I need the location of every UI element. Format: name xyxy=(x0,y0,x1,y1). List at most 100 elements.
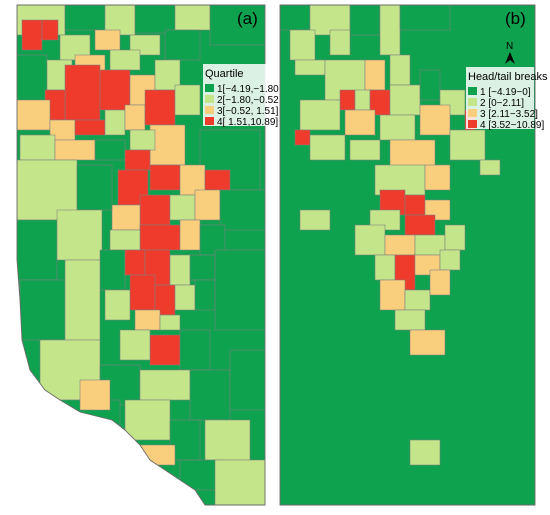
legend-b-swatch-1 xyxy=(468,87,477,95)
map-a-tract xyxy=(54,139,96,161)
map-head-tail-breaks: (b) N Head/tail breaks 1 [−4.19−0] 2 [0−… xyxy=(279,4,548,506)
map-a-tract xyxy=(179,459,221,491)
map-a-tract xyxy=(179,329,211,371)
map-a-tract xyxy=(149,334,181,366)
map-b-tract xyxy=(364,59,386,91)
map-b-tract xyxy=(329,29,351,56)
map-a-tract xyxy=(109,229,141,251)
map-b-tract xyxy=(379,279,406,311)
map-a-tract xyxy=(64,5,106,31)
map-a-tract xyxy=(104,289,131,321)
map-b-tract xyxy=(294,129,311,146)
map-a-tract xyxy=(17,99,51,131)
map-b-tract xyxy=(374,254,396,281)
map-a-tract xyxy=(159,314,181,331)
map-b-tract xyxy=(479,159,501,176)
map-b-tract xyxy=(409,329,446,356)
map-a-tract xyxy=(19,134,56,161)
map-a-tract xyxy=(109,49,141,71)
map-b-tract xyxy=(389,84,421,116)
map-a-tract xyxy=(17,54,48,106)
map-a-tract xyxy=(164,29,201,61)
map-a-tract xyxy=(76,164,113,211)
map-b-tract xyxy=(389,54,411,86)
map-b-outline xyxy=(279,4,536,506)
north-arrow: N xyxy=(505,41,515,64)
map-a-tract xyxy=(124,399,171,441)
map-a-tract xyxy=(119,329,151,361)
map-a-tract xyxy=(19,279,66,341)
north-arrow-icon xyxy=(505,52,515,64)
map-b-tract xyxy=(379,114,416,141)
map-b-tract xyxy=(404,289,431,311)
map-a-tract xyxy=(134,5,176,34)
map-a-outline xyxy=(16,4,266,506)
map-b-tract xyxy=(299,209,331,231)
map-a-tract xyxy=(74,119,106,136)
map-a-tract xyxy=(129,129,156,151)
map-a-tract xyxy=(139,369,191,401)
map-b-tract xyxy=(309,134,346,161)
legend-a-swatch-3 xyxy=(205,106,214,114)
map-a-tracts xyxy=(17,5,265,505)
map-b-tract xyxy=(409,439,441,466)
legend-a-label-4: 4[ 1.51,10.89] xyxy=(217,117,278,128)
legend-head-tail: Head/tail breaks 1 [−4.19−0] 2 [0−2.11] … xyxy=(466,67,548,131)
map-b-tract xyxy=(429,269,451,296)
map-b-tract xyxy=(354,224,386,256)
legend-a-title: Quartile xyxy=(205,68,244,80)
map-a-tract xyxy=(64,259,101,341)
map-a-tract xyxy=(174,284,196,311)
map-a-tract xyxy=(194,189,221,221)
legend-b-swatch-2 xyxy=(468,98,477,106)
panel-label-a: (a) xyxy=(237,9,258,28)
legend-quartile: Quartile 1[−4.19,−1.80 2[−1.80,−0.52 3[−… xyxy=(203,64,279,128)
map-b-tract xyxy=(280,5,311,31)
map-a-tract xyxy=(41,19,59,41)
map-a-tract xyxy=(17,219,58,281)
map-b-tracts xyxy=(280,5,501,466)
map-a-tract xyxy=(194,279,216,311)
map-b-tract xyxy=(399,5,451,31)
map-a-tract xyxy=(134,309,161,331)
legend-b-swatch-3 xyxy=(468,109,477,117)
map-b-tract xyxy=(384,234,416,256)
legend-a-swatch-2 xyxy=(205,95,214,103)
legend-b-label-2: 2 [0−2.11] xyxy=(480,98,524,109)
map-b-tract xyxy=(439,249,461,271)
map-b-tract xyxy=(344,109,376,136)
map-a-tract xyxy=(144,89,176,126)
map-a-tract xyxy=(149,164,181,191)
legend-a-label-3: 3[−0.52, 1.51] xyxy=(217,106,279,117)
legend-b-label-4: 4 [3.52−10.89] xyxy=(480,120,544,131)
map-a-tract xyxy=(189,254,216,281)
map-a-tract xyxy=(64,64,101,121)
legend-a-swatch-4 xyxy=(205,117,214,125)
map-b-tract xyxy=(404,214,436,236)
map-a-tract xyxy=(214,459,265,505)
map-a-tract xyxy=(21,19,43,51)
map-a-tract xyxy=(129,274,156,311)
map-b-tract xyxy=(339,89,356,111)
map-b-tract xyxy=(419,69,441,101)
map-a-tract xyxy=(204,169,231,191)
map-a-tract xyxy=(139,194,171,226)
legend-a-swatch-1 xyxy=(205,84,214,92)
map-a-tract xyxy=(79,379,111,411)
map-a-tract xyxy=(219,189,265,231)
map-a-tract xyxy=(104,109,126,136)
map-b-tract xyxy=(444,224,466,251)
map-b-tract xyxy=(449,129,486,161)
map-a-tract xyxy=(149,124,186,166)
map-a-tract xyxy=(174,5,211,31)
map-a-tract xyxy=(179,219,201,251)
map-a-tract xyxy=(214,249,265,331)
map-a-tract xyxy=(229,349,265,411)
map-a-tract xyxy=(99,69,131,111)
map-a-tract xyxy=(169,254,191,286)
map-a-tract xyxy=(124,149,151,171)
map-b-tract xyxy=(394,309,426,331)
map-a-tract xyxy=(139,444,176,466)
map-b-tract xyxy=(299,99,341,131)
